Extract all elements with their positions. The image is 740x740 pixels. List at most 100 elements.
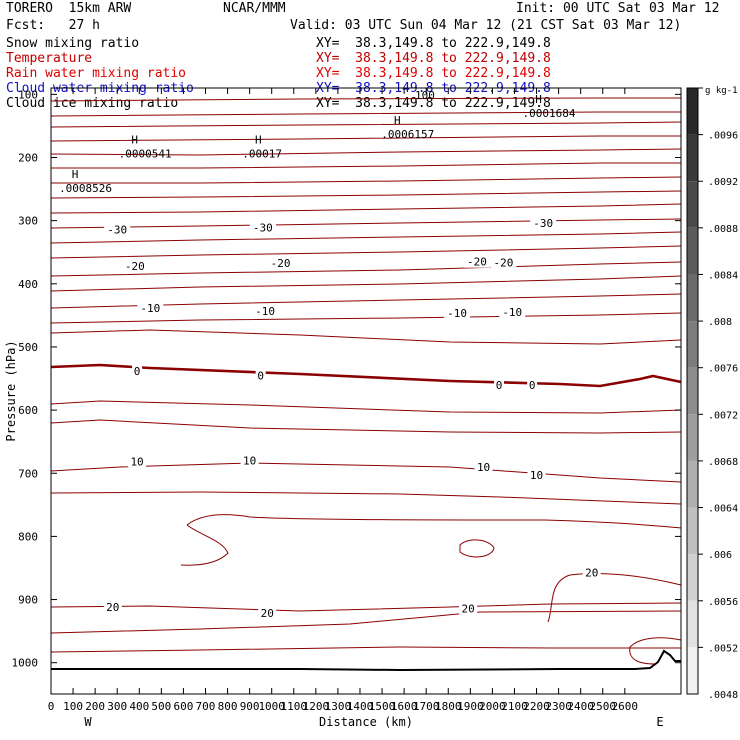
colorbar: .0096 .0092 .0088 .0084 .008 .0076 .0072 .0068.… xyxy=(686,86,738,701)
x-tick-label: 2500 xyxy=(590,700,617,713)
contour-line xyxy=(50,261,682,277)
colorbar-segment xyxy=(687,181,698,228)
contour-line xyxy=(50,218,682,229)
colorbar-label: .0084 xyxy=(708,270,738,281)
x-tick-label: 1000 xyxy=(258,700,285,713)
x-tick-label: 400 xyxy=(129,700,149,713)
contour-label: 20 xyxy=(585,566,598,579)
contour-label: -20 xyxy=(493,256,513,269)
field-snow-name: Snow mixing ratio xyxy=(6,36,140,51)
extremum-value: .0008526 xyxy=(59,182,112,195)
colorbar-segment xyxy=(687,367,698,415)
colorbar-label: .008 xyxy=(708,317,732,328)
contour-label: -10 xyxy=(447,307,467,320)
valid-time: Valid: 03 UTC Sun 04 Mar 12 (21 CST Sat … xyxy=(290,18,682,33)
contour-label: -10 xyxy=(140,302,160,315)
colorbar-label: .006 xyxy=(708,550,732,561)
colorbar-segment xyxy=(687,227,698,275)
contour-label: 20 xyxy=(461,602,474,615)
colorbar-label: .0092 xyxy=(708,177,738,188)
plot-frame xyxy=(50,87,682,695)
contour-label: -30 xyxy=(107,223,127,236)
contour-label: -20 xyxy=(467,256,487,269)
extremum-high-marker: H xyxy=(394,114,401,127)
contour-line xyxy=(50,203,682,214)
x-tick-label: 1200 xyxy=(303,700,330,713)
contour-label: -30 xyxy=(253,222,273,235)
colorbar-segment xyxy=(687,88,698,135)
contour-label: 10 xyxy=(477,461,490,474)
colorbar-segment xyxy=(687,414,698,461)
contour-label: -20 xyxy=(125,260,145,273)
contour-label: 20 xyxy=(106,601,119,614)
colorbar-segment xyxy=(687,134,698,182)
contour-line xyxy=(50,148,682,156)
x-tick-label: 800 xyxy=(218,700,238,713)
colorbar-label: .0088 xyxy=(708,224,738,235)
contour-label: 0 xyxy=(496,379,503,392)
colorbar-segment xyxy=(687,274,698,322)
contour-line xyxy=(50,400,682,414)
x-tick-label: 1800 xyxy=(435,700,462,713)
x-tick-label: 900 xyxy=(240,700,260,713)
field-rain-name: Rain water mixing ratio xyxy=(6,66,187,81)
contour-line xyxy=(50,610,682,634)
x-tick-label: 2600 xyxy=(612,700,639,713)
y-tick-label: 500 xyxy=(18,341,38,354)
contour-line xyxy=(50,491,682,505)
x-tick-label: 1400 xyxy=(347,700,374,713)
organization: NCAR/MMM xyxy=(223,1,286,16)
x-tick-label: 2300 xyxy=(545,700,572,713)
colorbar-label: .0076 xyxy=(708,364,738,375)
x-tick-label: 1500 xyxy=(369,700,396,713)
x-axis-label: Distance (km) xyxy=(319,715,413,729)
y-tick-label: 700 xyxy=(18,467,38,480)
contour-line xyxy=(50,275,682,292)
contour-label: 0 xyxy=(529,379,536,392)
contour-label: 10 xyxy=(530,469,543,482)
contour-line xyxy=(50,231,682,244)
colorbar-segment xyxy=(687,554,698,601)
extremum-high-marker: H xyxy=(535,93,542,106)
x-tick-label: 2100 xyxy=(501,700,528,713)
contour-label: -30 xyxy=(533,217,553,230)
contour-label: 0 xyxy=(257,369,264,382)
extremum-value: .0000541 xyxy=(119,148,172,161)
colorbar-label: .0096 xyxy=(708,131,738,142)
x-tick-label: 2200 xyxy=(523,700,550,713)
extremum-value: .0001684 xyxy=(523,107,576,120)
contour-line xyxy=(180,524,229,566)
colorbar-frame xyxy=(686,87,699,695)
contour-label: -20 xyxy=(271,257,291,270)
y-tick-label: 400 xyxy=(18,278,38,291)
contour-label: -10 xyxy=(502,306,522,319)
contour-line xyxy=(50,245,682,259)
x-tick-label: 1900 xyxy=(457,700,484,713)
west-end-label: W xyxy=(84,715,92,729)
field-temperature-xy: XY= 38.3,149.8 to 222.9,149.8 xyxy=(316,51,551,66)
extremum-high-marker: H xyxy=(72,168,79,181)
field-cloud-water-name: Cloud water mixing ratio xyxy=(6,81,194,96)
contour-line xyxy=(50,602,682,612)
contour-line xyxy=(50,135,681,142)
terrain-line xyxy=(51,649,681,672)
colorbar-label: .0052 xyxy=(708,643,738,654)
colorbar-segment xyxy=(687,647,698,694)
contour-line xyxy=(50,97,681,102)
x-tick-label: 1700 xyxy=(413,700,440,713)
east-end-label: E xyxy=(656,715,663,729)
y-tick-label: 100 xyxy=(18,88,38,101)
x-tick-label: 700 xyxy=(196,700,216,713)
contour-line xyxy=(629,637,682,665)
forecast-hour: Fcst: 27 h xyxy=(6,18,100,33)
contour-line xyxy=(186,514,682,529)
overlapping-label: 100 xyxy=(415,89,435,102)
extremum-high-marker: H xyxy=(131,134,138,147)
x-tick-label: 200 xyxy=(85,700,105,713)
x-tick-label: 0 xyxy=(48,700,55,713)
colorbar-unit: g kg-1 xyxy=(705,86,738,96)
colorbar-segment xyxy=(687,600,698,648)
y-tick-label: 800 xyxy=(18,530,38,543)
contour-line xyxy=(50,312,682,324)
x-tick-label: 2400 xyxy=(567,700,594,713)
